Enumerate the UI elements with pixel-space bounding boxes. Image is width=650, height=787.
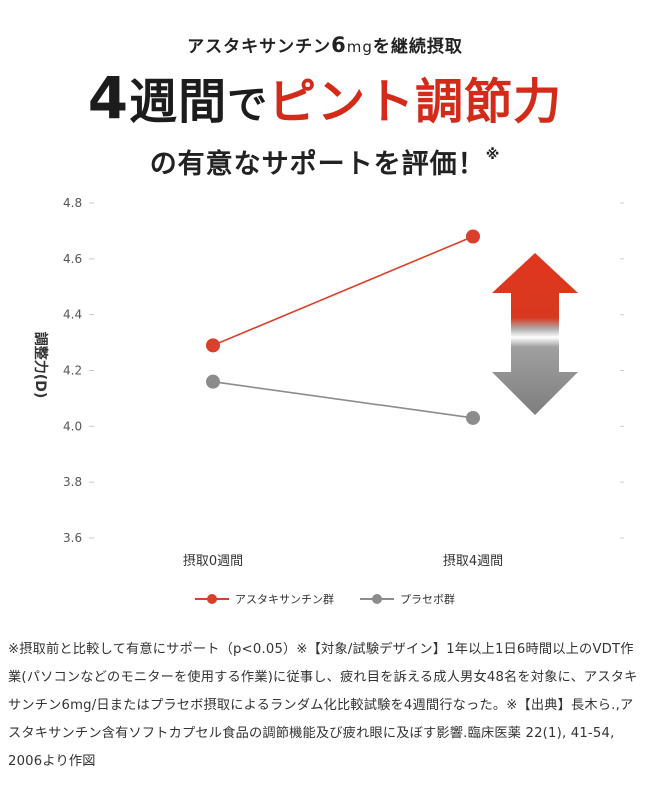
y-tick-label: 4.4 bbox=[63, 308, 82, 322]
data-point bbox=[206, 374, 220, 389]
data-point bbox=[466, 410, 480, 425]
x-tick-label: 摂取0週間 bbox=[183, 553, 243, 569]
legend: アスタキサンチン群 プラセボ群 bbox=[0, 591, 650, 607]
main-title: 4週間でピント調節力 bbox=[0, 68, 650, 135]
main-title-highlight: ピント調節力 bbox=[268, 74, 563, 130]
main-title-particle: で bbox=[227, 82, 269, 128]
title-note-mark: ※ bbox=[485, 147, 501, 163]
plot-area bbox=[206, 229, 480, 425]
x-tick-label: 摂取4週間 bbox=[443, 553, 503, 569]
legend-swatch bbox=[360, 594, 394, 604]
title-third-text: の有意なサポートを評価！ bbox=[149, 149, 486, 180]
y-tick-label: 4.2 bbox=[63, 364, 82, 378]
series-line bbox=[212, 380, 474, 419]
legend-item: アスタキサンチン群 bbox=[195, 591, 334, 607]
subtitle: アスタキサンチン6mgを継続摂取 bbox=[0, 32, 650, 57]
subtitle-dose-unit: mg bbox=[346, 38, 373, 56]
x-axis: 摂取0週間 摂取4週間 bbox=[183, 553, 503, 569]
data-point bbox=[206, 338, 220, 353]
title-third-line: の有意なサポートを評価！※ bbox=[0, 142, 650, 181]
footnote: ※摂取前と比較して有意にサポート（p<0.05）※【対象/試験デザイン】1年以上… bbox=[8, 642, 638, 769]
main-title-weeks: 週間 bbox=[129, 74, 228, 130]
y-tick-label: 3.6 bbox=[63, 531, 82, 545]
y-tick-label: 4.6 bbox=[63, 252, 82, 266]
legend-swatch-dot bbox=[207, 594, 217, 604]
legend-label: プラセボ群 bbox=[400, 593, 455, 606]
y-axis-label: 調整力(D) bbox=[32, 332, 49, 398]
right-axis-ticks bbox=[620, 202, 624, 539]
line-chart: 4.8 4.6 4.4 4.2 4.0 3.8 3.6 調整力(D) 摂取0週間 摂取4週間 bbox=[32, 196, 624, 569]
legend-item: プラセボ群 bbox=[360, 591, 455, 607]
y-tick-label: 4.8 bbox=[63, 196, 82, 210]
subtitle-post: を継続摂取 bbox=[372, 37, 463, 57]
legend-label: アスタキサンチン群 bbox=[235, 593, 334, 606]
legend-swatch bbox=[195, 594, 229, 604]
y-tick-label: 3.8 bbox=[63, 475, 82, 489]
subtitle-dose-number: 6 bbox=[331, 33, 347, 57]
y-axis: 4.8 4.6 4.4 4.2 4.0 3.8 3.6 bbox=[63, 196, 94, 545]
change-comparison-arrow bbox=[492, 253, 578, 415]
y-tick-label: 4.0 bbox=[63, 419, 82, 433]
legend-swatch-dot bbox=[372, 594, 382, 604]
series-line bbox=[212, 235, 474, 347]
data-point bbox=[466, 229, 480, 244]
main-title-number: 4 bbox=[87, 64, 130, 132]
subtitle-pre: アスタキサンチン bbox=[187, 37, 332, 57]
